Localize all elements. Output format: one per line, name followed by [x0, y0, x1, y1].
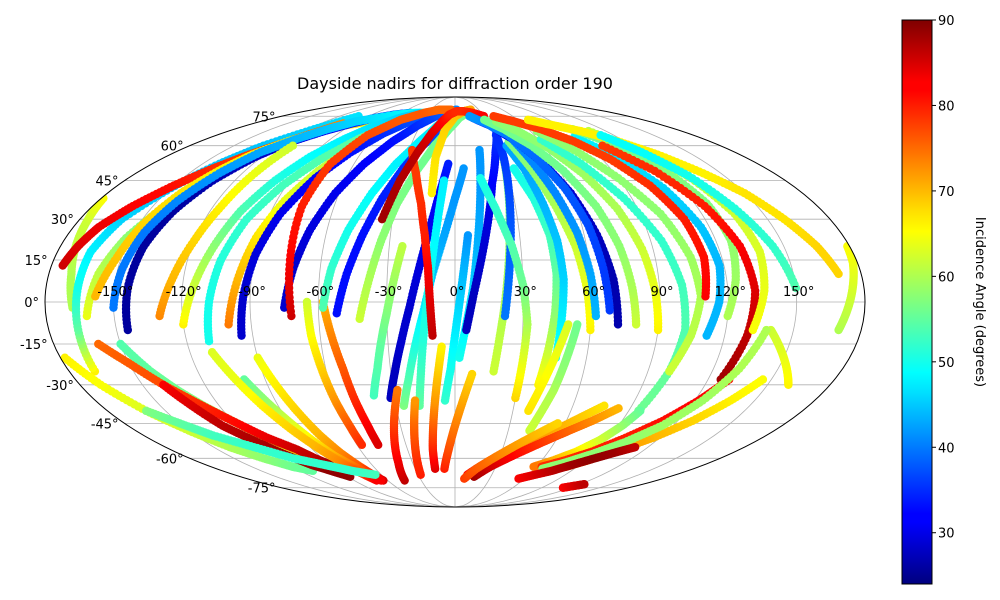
data-point: [465, 112, 474, 121]
data-point: [437, 342, 446, 351]
data-point: [444, 159, 453, 168]
graticule: [45, 96, 865, 508]
data-points: [58, 105, 858, 492]
data-point: [459, 164, 468, 173]
data-point: [410, 396, 420, 405]
data-point: [463, 231, 473, 240]
data-point: [480, 115, 489, 124]
data-point: [467, 369, 477, 379]
data-point: [476, 173, 485, 183]
data-point: [529, 462, 538, 471]
data-point: [598, 141, 607, 150]
data-point: [439, 176, 449, 185]
data-point: [393, 385, 402, 395]
data-point: [374, 440, 383, 450]
data-point: [489, 112, 498, 121]
data-point: [475, 145, 484, 155]
data-point: [99, 194, 108, 203]
data-point: [357, 440, 367, 450]
chart-title: Dayside nadirs for diffraction order 190: [297, 74, 613, 93]
data-point: [288, 141, 298, 150]
data-point: [398, 242, 407, 251]
data-point: [509, 164, 518, 173]
